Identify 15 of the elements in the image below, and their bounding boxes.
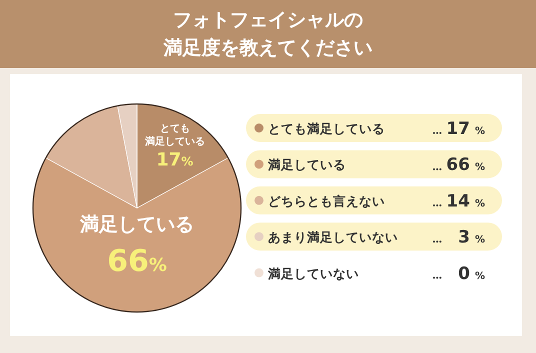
legend-label: 満足している <box>267 157 346 172</box>
slice-label: とても満足している <box>144 123 205 148</box>
slice-label: 満足している <box>79 213 194 236</box>
text: 17% <box>446 119 485 139</box>
legend-label: あまり満足していない <box>268 230 398 245</box>
text: 0% <box>458 264 485 284</box>
chart-title: フォトフェイシャルの満足度を教えてください <box>162 9 372 59</box>
data-label: 17% <box>156 149 194 170</box>
legend-label: どちらとも言えない <box>268 193 385 208</box>
text: 66% <box>446 155 485 176</box>
data-label: 66% <box>107 244 167 280</box>
data-label: 3% <box>458 228 485 248</box>
legend-label: 満足していない <box>267 266 359 281</box>
data-label: 14% <box>446 191 485 212</box>
legend-label: とても満足している <box>268 121 385 136</box>
